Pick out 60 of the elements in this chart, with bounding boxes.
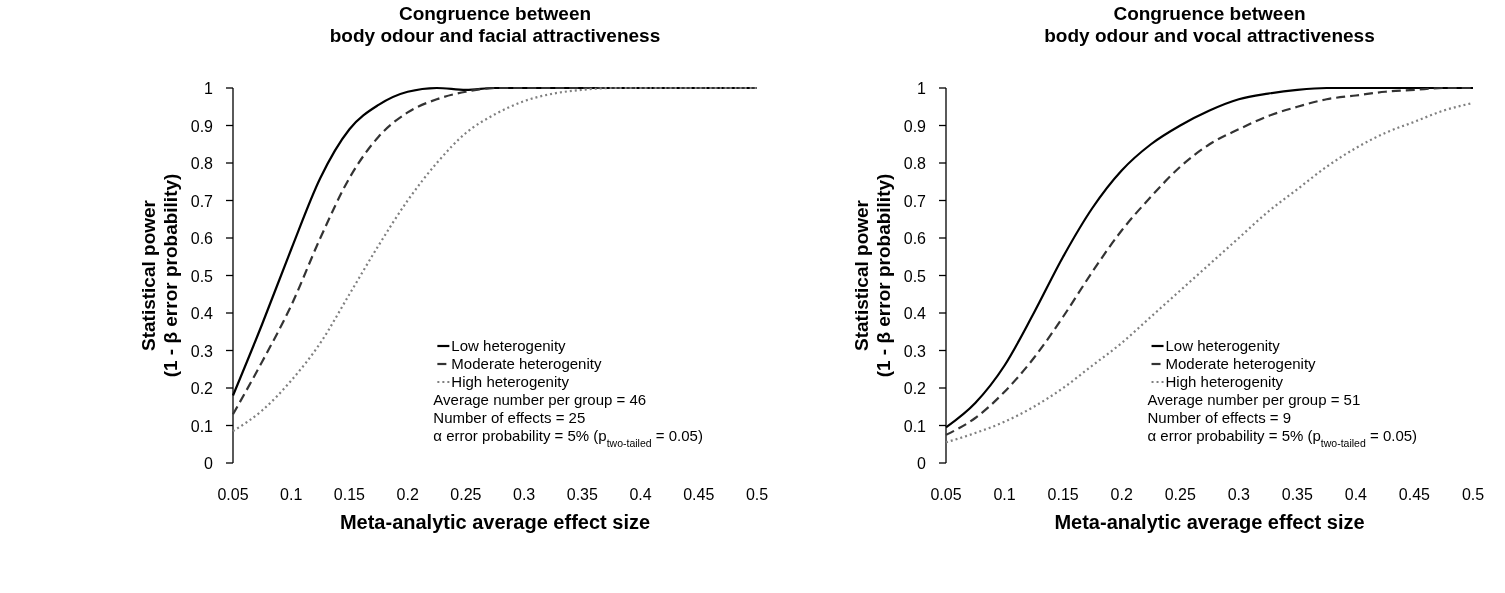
y-tick-label: 0.3 — [190, 342, 214, 360]
x-tick-label: 0.05 — [217, 486, 249, 503]
y-tick-label: 0.8 — [190, 155, 214, 172]
y-tick-label: 0.2 — [903, 380, 927, 397]
y-tick-label: 0.7 — [190, 192, 214, 210]
x-tick-label: 0.35 — [1281, 486, 1314, 503]
annotation: Average number per group = 46 — [433, 391, 647, 408]
x-tick-label: 0.05 — [930, 486, 962, 503]
y-tick-label: 1 — [204, 80, 214, 97]
x-tick-label: 0.15 — [1047, 486, 1079, 503]
y-tick-label: 0.4 — [190, 305, 214, 322]
y-tick-label: 0.1 — [190, 417, 214, 435]
y-tick-label: 0 — [917, 455, 927, 472]
x-tick-label: 0.35 — [566, 486, 599, 503]
x-tick-label: 0.5 — [745, 486, 769, 503]
x-tick-label: 0.45 — [683, 486, 715, 503]
x-tick-label: 0.45 — [1398, 486, 1431, 503]
y-tick-label: 0.6 — [190, 230, 214, 247]
y-axis-title: Statistical power (1 - β error probability) — [851, 173, 894, 378]
x-tick-label: 0.25 — [450, 486, 482, 503]
y-tick-label: 0.5 — [190, 267, 214, 285]
legend-label: High heterogenity — [1165, 373, 1284, 390]
y-tick-label: 0.2 — [190, 380, 214, 397]
y-tick-label: 1 — [917, 80, 927, 97]
annotation: α error probability = 5% (p$_{two-tailed}$ = 0.05) — [433, 427, 703, 449]
legend-label: Low heterogenity — [1165, 337, 1281, 354]
x-tick-label: 0.2 — [396, 486, 419, 503]
x-tick-label: 0.4 — [629, 486, 652, 503]
y-tick-label: 0.6 — [903, 230, 927, 247]
chart-title: Congruence between body odour and vocal attractiveness — [1044, 3, 1375, 46]
y-tick-label: 0.7 — [903, 192, 927, 210]
x-tick-label: 0.2 — [1110, 486, 1133, 503]
annotation: Number of effects = 25 — [433, 409, 586, 426]
x-tick-label: 0.3 — [512, 486, 536, 503]
x-tick-label: 0.1 — [280, 486, 303, 503]
x-tick-label: 0.1 — [993, 486, 1016, 503]
legend-label: High heterogenity — [451, 373, 570, 390]
x-tick-label: 0.4 — [1344, 486, 1368, 503]
x-axis-title: Meta-analytic average effect size — [1054, 511, 1365, 533]
chart-title: Congruence between body odour and facial attractiveness — [329, 3, 661, 46]
legend-label: Moderate heterogenity — [451, 355, 602, 372]
annotation: α error probability = 5% (p$_{two-tailed}$ = 0.05) — [1147, 427, 1418, 449]
x-tick-label: 0.3 — [1227, 486, 1250, 503]
y-tick-label: 0.9 — [190, 117, 214, 135]
annotation: Number of effects = 9 — [1147, 409, 1292, 426]
x-axis-title: Meta-analytic average effect size — [339, 511, 651, 533]
y-tick-label: 0.3 — [903, 342, 927, 360]
annotation: Average number per group = 51 — [1147, 391, 1361, 408]
y-tick-label: 0.4 — [903, 305, 927, 322]
y-tick-label: 0.9 — [903, 117, 927, 135]
x-tick-label: 0.5 — [1461, 486, 1485, 503]
y-tick-label: 0.5 — [903, 267, 927, 285]
y-tick-label: 0.8 — [903, 155, 927, 172]
legend-label: Low heterogenity — [451, 337, 567, 354]
x-tick-label: 0.25 — [1164, 486, 1196, 503]
y-tick-label: 0.1 — [903, 417, 927, 435]
x-tick-label: 0.15 — [333, 486, 366, 503]
y-axis-title: Statistical power (1 - β error probability) — [138, 173, 181, 378]
y-tick-label: 0 — [204, 455, 214, 472]
legend-label: Moderate heterogenity — [1165, 355, 1317, 372]
